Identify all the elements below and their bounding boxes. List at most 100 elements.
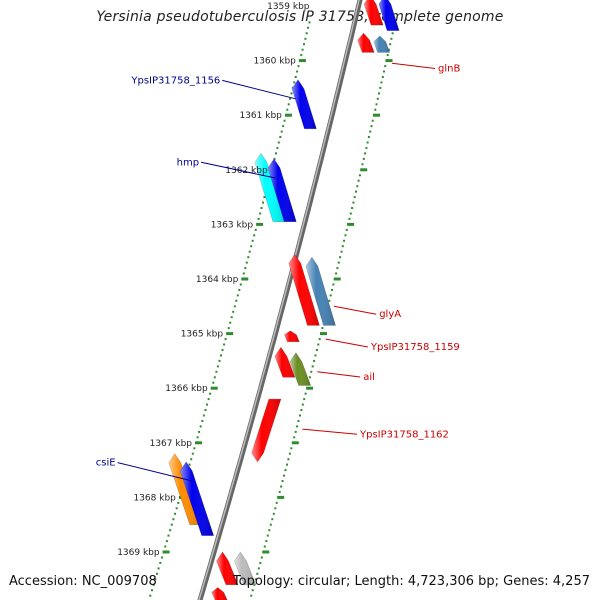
scale-tick-label: 1360 kbp bbox=[253, 57, 296, 67]
gene-label: YpsIP31758_1156 bbox=[130, 75, 220, 86]
minor-tick bbox=[269, 523, 272, 526]
major-tick bbox=[360, 168, 368, 172]
scale-tick-label: 1366 kbp bbox=[165, 384, 208, 394]
minor-tick bbox=[206, 403, 208, 406]
minor-tick bbox=[296, 70, 299, 73]
minor-tick bbox=[376, 97, 379, 100]
minor-tick bbox=[366, 141, 369, 144]
minor-tick bbox=[387, 48, 390, 51]
minor-tick bbox=[294, 76, 297, 78]
minor-tick bbox=[329, 294, 332, 297]
minor-tick bbox=[221, 349, 224, 351]
minor-tick bbox=[275, 501, 278, 504]
minor-tick bbox=[293, 81, 296, 84]
minor-tick bbox=[361, 163, 364, 166]
minor-tick bbox=[161, 556, 163, 559]
minor-tick bbox=[229, 321, 232, 324]
scale-tick-label: 1368 kbp bbox=[133, 493, 176, 503]
minor-tick bbox=[390, 37, 393, 40]
minor-tick bbox=[230, 316, 233, 319]
minor-tick bbox=[236, 294, 239, 297]
label-leader-line bbox=[325, 338, 368, 348]
minor-tick bbox=[177, 501, 180, 504]
minor-tick bbox=[391, 32, 394, 35]
minor-tick bbox=[268, 529, 271, 532]
minor-tick bbox=[303, 43, 305, 46]
major-tick bbox=[347, 222, 355, 226]
minor-tick bbox=[365, 147, 368, 149]
minor-tick bbox=[275, 152, 277, 155]
minor-tick bbox=[335, 272, 338, 275]
label-leader-line bbox=[317, 371, 361, 378]
gene-shading bbox=[216, 552, 238, 585]
minor-tick bbox=[379, 86, 382, 89]
gene-shading bbox=[305, 257, 336, 326]
minor-tick bbox=[257, 567, 260, 570]
minor-tick bbox=[220, 354, 222, 357]
minor-tick bbox=[315, 349, 318, 351]
right-tick-ring bbox=[250, 21, 397, 597]
minor-tick bbox=[328, 299, 331, 302]
minor-tick bbox=[358, 174, 361, 177]
minor-tick bbox=[287, 458, 290, 461]
minor-tick bbox=[276, 147, 279, 149]
minor-tick bbox=[260, 556, 263, 559]
minor-tick bbox=[305, 32, 308, 35]
minor-tick bbox=[250, 594, 253, 597]
minor-tick bbox=[297, 420, 300, 422]
minor-tick bbox=[201, 420, 204, 422]
minor-tick bbox=[349, 212, 352, 215]
gene-label: csiE bbox=[96, 458, 116, 469]
minor-tick bbox=[386, 54, 389, 57]
minor-tick bbox=[157, 567, 160, 570]
minor-tick bbox=[371, 119, 374, 122]
minor-tick bbox=[262, 201, 264, 204]
backbone-line bbox=[197, 0, 363, 600]
minor-tick bbox=[209, 392, 212, 395]
minor-tick bbox=[254, 228, 257, 231]
minor-tick bbox=[340, 250, 343, 253]
gene-label: glyA bbox=[379, 309, 401, 320]
major-tick bbox=[333, 277, 341, 281]
minor-tick bbox=[198, 430, 201, 433]
minor-tick bbox=[151, 589, 153, 592]
minor-tick bbox=[300, 54, 303, 57]
minor-tick bbox=[245, 261, 248, 264]
minor-tick bbox=[314, 354, 317, 357]
minor-tick bbox=[259, 561, 262, 564]
gene-shading bbox=[373, 36, 390, 53]
minor-tick bbox=[311, 365, 314, 368]
gene-shading bbox=[274, 347, 295, 378]
minor-tick bbox=[248, 250, 251, 253]
minor-tick bbox=[169, 529, 172, 532]
gene-shading bbox=[254, 153, 285, 222]
gene-label: YpsIP31758_1159 bbox=[370, 342, 460, 353]
minor-tick bbox=[289, 97, 292, 100]
minor-tick bbox=[300, 409, 303, 411]
minor-tick bbox=[383, 70, 385, 73]
minor-tick bbox=[389, 43, 392, 46]
scale-tick-label: 1361 kbp bbox=[239, 111, 282, 121]
gene-shading bbox=[211, 587, 228, 600]
major-tick bbox=[210, 386, 218, 390]
gene-shading bbox=[289, 352, 311, 386]
minor-tick bbox=[149, 594, 152, 597]
minor-tick bbox=[207, 398, 210, 401]
minor-tick bbox=[247, 256, 250, 259]
minor-tick bbox=[341, 245, 344, 248]
minor-tick bbox=[263, 196, 266, 199]
major-tick bbox=[277, 495, 285, 499]
minor-tick bbox=[303, 398, 306, 401]
major-tick bbox=[241, 277, 249, 281]
minor-tick bbox=[343, 239, 346, 242]
minor-tick bbox=[216, 365, 219, 368]
minor-tick bbox=[244, 267, 247, 270]
minor-tick bbox=[278, 490, 281, 493]
minor-tick bbox=[367, 136, 370, 138]
minor-tick bbox=[170, 523, 173, 526]
minor-tick bbox=[191, 452, 194, 455]
minor-tick bbox=[281, 480, 284, 482]
minor-tick bbox=[156, 572, 158, 575]
